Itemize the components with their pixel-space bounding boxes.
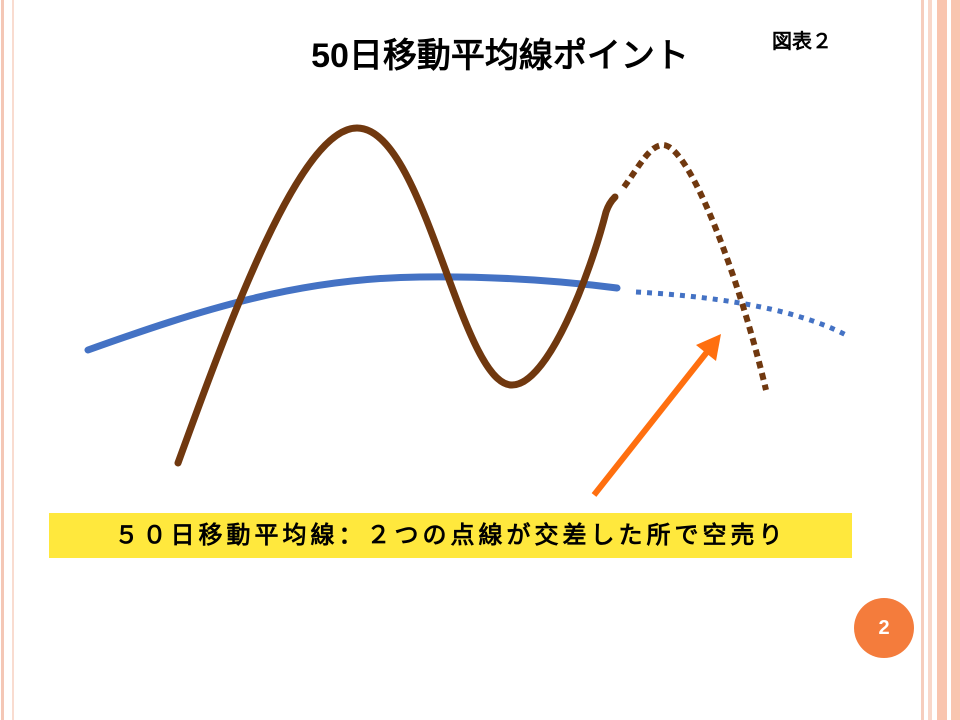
- moving-average-line: [84, 273, 621, 354]
- slide-frame-left-outer: [1, 0, 4, 720]
- caption-text: ５０日移動平均線：２つの点線が交差した所で空売り: [114, 522, 787, 549]
- slide-frame-right-stripe: [921, 0, 924, 720]
- crossover-arrow-shaft: [591, 350, 710, 497]
- slide-frame-left-inner: [12, 0, 14, 720]
- moving-average-projection-dotted: [635, 289, 850, 339]
- slide-frame-right-band: [937, 0, 947, 720]
- crossover-arrow-head: [696, 334, 721, 361]
- price-line-projection-dotted: [621, 141, 769, 391]
- page-number: 2: [878, 617, 890, 639]
- caption-box: ５０日移動平均線：２つの点線が交差した所で空売り: [49, 513, 852, 558]
- slide-frame-right-band: [951, 0, 960, 720]
- slide-frame-right-stripe: [928, 0, 932, 720]
- price-line: [174, 124, 619, 467]
- page-number-badge: 2: [854, 598, 914, 658]
- slide-title: 50日移動平均線ポイント: [311, 37, 689, 75]
- figure-label: 図表２: [772, 31, 832, 53]
